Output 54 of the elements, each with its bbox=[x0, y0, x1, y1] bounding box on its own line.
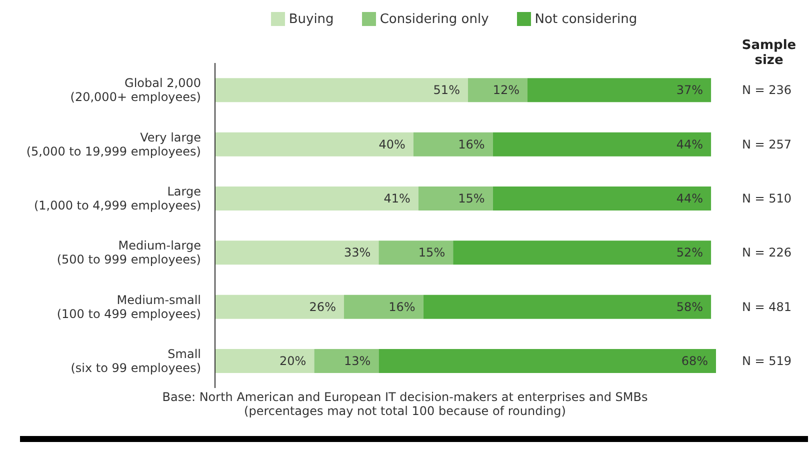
bar bbox=[215, 294, 344, 319]
y-tick-label: Large (1,000 to 4,999 employees) bbox=[34, 184, 201, 212]
bar bbox=[215, 240, 379, 265]
y-tick-label: Medium-small (100 to 499 employees) bbox=[56, 292, 201, 321]
y-tick-label: Small (six to 99 employees) bbox=[70, 346, 201, 375]
data-label: 44% bbox=[676, 137, 704, 152]
data-label: 15% bbox=[458, 192, 485, 206]
legend-label: Buying bbox=[288, 12, 334, 27]
y2-axis-title: Sample size bbox=[740, 38, 798, 68]
text: (percentages may not total 100 because of rounding) bbox=[243, 404, 567, 418]
bar bbox=[215, 186, 418, 210]
bar bbox=[413, 132, 493, 156]
text: N = 236 bbox=[742, 83, 792, 98]
bar bbox=[215, 78, 468, 102]
data-label: 16% bbox=[388, 300, 416, 314]
bar bbox=[378, 349, 716, 373]
data-label: 52% bbox=[676, 246, 704, 260]
data-label: 13% bbox=[344, 354, 371, 368]
bar bbox=[314, 349, 379, 373]
bar bbox=[418, 186, 493, 210]
text: Base: North American and European IT decision-makers at enterprises and SMBs bbox=[161, 390, 649, 404]
legend-label: Considering only bbox=[380, 12, 489, 27]
data-label: 16% bbox=[458, 137, 485, 152]
data-label: 20% bbox=[280, 354, 306, 368]
bar bbox=[344, 294, 424, 319]
data-label: 26% bbox=[309, 300, 336, 314]
text: N = 519 bbox=[742, 354, 792, 368]
bar bbox=[468, 78, 528, 102]
bar bbox=[215, 349, 314, 373]
bar bbox=[492, 132, 712, 156]
data-label: 40% bbox=[378, 137, 406, 152]
y-tick-label: Global 2,000 (20,000+ employees) bbox=[70, 76, 201, 104]
y-tick-label: Medium-large (500 to 999 employees) bbox=[56, 238, 201, 267]
bar bbox=[453, 240, 712, 265]
bar bbox=[378, 240, 454, 265]
data-label: 15% bbox=[418, 246, 446, 260]
data-label: 44% bbox=[676, 192, 704, 206]
bar bbox=[528, 78, 712, 102]
y-tick-label: Very large (5,000 to 19,999 employees) bbox=[26, 130, 201, 158]
legend-label: Not considering bbox=[534, 12, 638, 27]
bar bbox=[423, 294, 712, 319]
text: N = 226 bbox=[742, 246, 792, 260]
data-label: 37% bbox=[676, 83, 704, 98]
data-label: 68% bbox=[681, 354, 708, 368]
data-label: 12% bbox=[492, 83, 520, 98]
text: N = 481 bbox=[742, 300, 792, 314]
data-label: 33% bbox=[344, 246, 371, 260]
data-label: 51% bbox=[433, 83, 460, 98]
text: N = 257 bbox=[742, 137, 792, 152]
text: N = 510 bbox=[742, 191, 792, 206]
data-label: 58% bbox=[676, 300, 704, 314]
data-label: 41% bbox=[384, 192, 410, 206]
bar bbox=[215, 132, 414, 156]
bar bbox=[492, 186, 712, 210]
